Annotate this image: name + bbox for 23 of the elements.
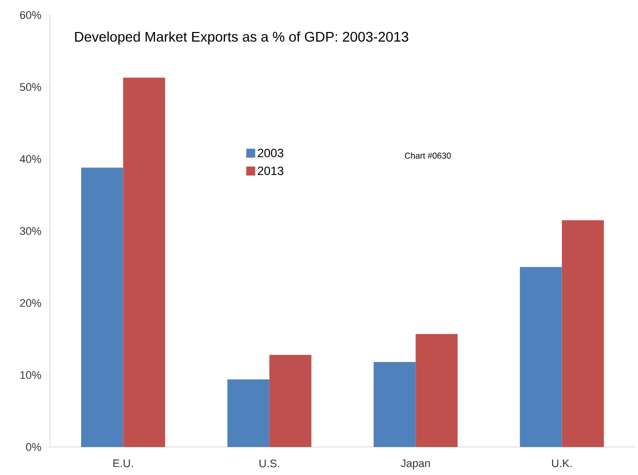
x-tick-label: Japan (400, 460, 430, 470)
text: Developed Market Exports as a % of GDP: 2003-2013 (75, 31, 408, 44)
bar (81, 168, 124, 447)
y-tick-label: 30% (20, 227, 42, 235)
x-tick-label: U.S. (260, 460, 280, 468)
bar (227, 379, 270, 447)
y-tick-label: 10% (20, 371, 42, 379)
bar (269, 354, 312, 447)
y-tick-label: 0% (26, 443, 42, 451)
x-tick-label: U.K. (552, 460, 572, 468)
x-tick-label: E.U. (113, 460, 133, 468)
bar (520, 267, 562, 447)
bar (123, 78, 166, 447)
y-tick-label: 20% (20, 299, 42, 307)
y-tick-label: 40% (20, 155, 42, 163)
bar (416, 334, 458, 447)
y-tick-label: 50% (20, 83, 42, 91)
legend-label: 2013 (258, 166, 284, 176)
legend-label: 2003 (258, 148, 284, 158)
y-tick-label: 60% (20, 11, 42, 19)
bar (374, 362, 416, 447)
annotation: Chart #0630 (404, 152, 451, 159)
bar (562, 220, 604, 447)
